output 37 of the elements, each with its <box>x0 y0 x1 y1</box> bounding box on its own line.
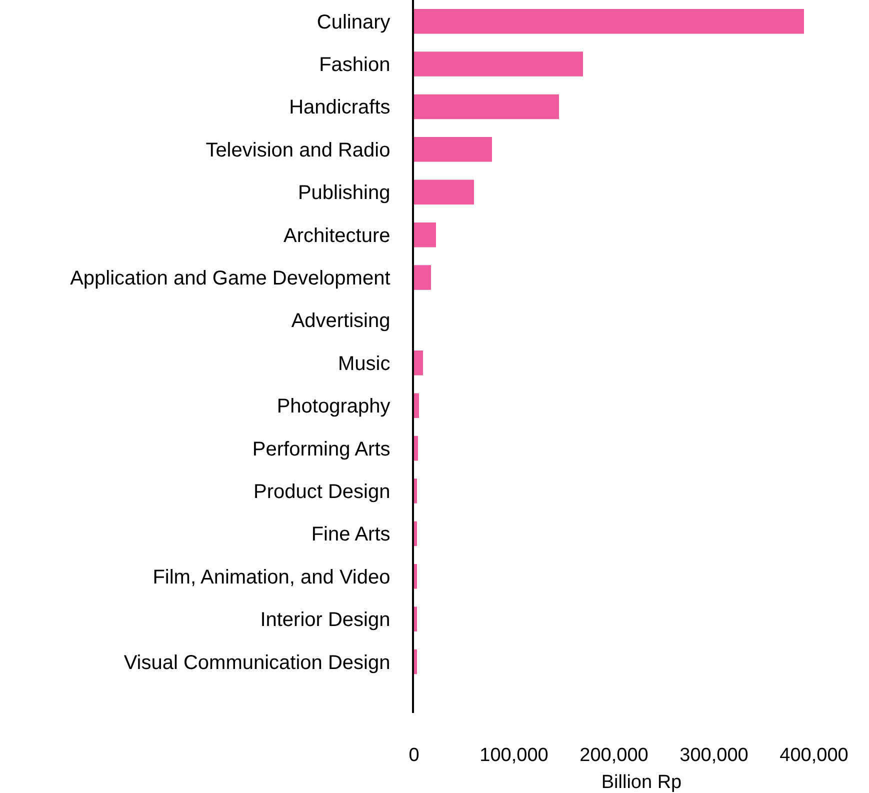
x-tick-label: 400,000 <box>780 745 848 766</box>
y-tick-label: Publishing <box>298 182 390 204</box>
y-tick-label: Culinary <box>316 11 390 34</box>
bar <box>414 265 431 290</box>
y-tick-label: Performing Arts <box>252 438 390 460</box>
y-tick-label: Fine Arts <box>311 524 390 546</box>
bar <box>414 137 492 162</box>
y-tick-label: Photography <box>276 396 390 418</box>
x-tick-label: 200,000 <box>580 745 648 766</box>
bar <box>414 564 417 589</box>
bar <box>414 478 417 504</box>
y-tick-label: Television and Radio <box>206 139 390 162</box>
bar <box>414 94 559 120</box>
x-tick-label: 100,000 <box>480 745 548 766</box>
bar <box>414 521 417 546</box>
y-tick-label: Application and Game Development <box>70 268 391 290</box>
y-tick-label: Visual Communication Design <box>124 652 390 674</box>
x-axis-title: Billion Rp <box>601 772 682 793</box>
y-tick-label: Advertising <box>291 310 390 332</box>
y-tick-label: Interior Design <box>260 609 390 632</box>
bar <box>414 222 436 248</box>
bar <box>414 350 423 376</box>
bar <box>414 606 417 632</box>
bar <box>414 180 474 205</box>
x-tick-label: 0 <box>408 745 420 766</box>
x-tick-label: 300,000 <box>680 745 748 766</box>
y-tick-label: Film, Animation, and Video <box>152 566 390 588</box>
y-tick-label: Handicrafts <box>289 96 390 119</box>
bar <box>414 52 583 76</box>
bar <box>414 649 417 674</box>
y-tick-label: Music <box>338 352 390 375</box>
y-tick-label: Fashion <box>319 54 390 76</box>
y-tick-label: Architecture <box>284 224 390 247</box>
bar <box>414 436 418 461</box>
bar <box>414 393 419 418</box>
bar <box>414 8 804 34</box>
y-tick-label: Product Design <box>254 480 390 503</box>
